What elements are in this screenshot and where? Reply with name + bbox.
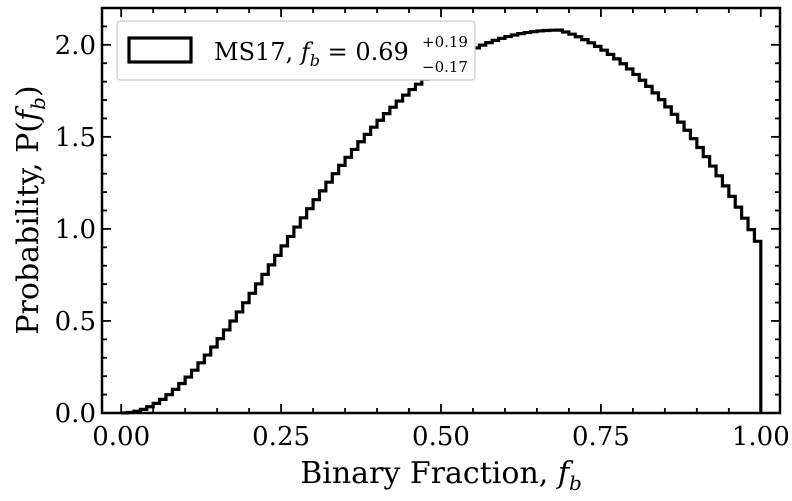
y-tick-label: 1.0 — [55, 215, 96, 245]
x-tick-label: 0.25 — [252, 422, 310, 452]
legend: MS17, fb = 0.69 +0.19 −0.17 — [116, 20, 476, 81]
legend-upper-error: +0.19 — [422, 33, 468, 51]
x-tick-label: 0.00 — [92, 422, 150, 452]
x-tick-label: 1.00 — [732, 422, 790, 452]
y-tick-label: 1.5 — [55, 123, 96, 153]
axis-ticks: 0.00 0.25 0.50 0.75 1.00 0.0 0.5 1.0 1.5 2.0 — [55, 8, 790, 452]
x-tick-label: 0.50 — [412, 422, 470, 452]
y-tick-label: 2.0 — [55, 31, 96, 61]
legend-label: MS17, fb = 0.69 — [214, 38, 409, 70]
x-axis-label: Binary Fraction, fb — [300, 456, 582, 495]
plot-frame — [100, 6, 782, 415]
y-axis-label: Probability, P(fb) — [11, 85, 50, 334]
y-tick-label: 0.5 — [55, 307, 96, 337]
legend-frame — [116, 20, 476, 81]
legend-lower-error: −0.17 — [422, 58, 468, 76]
x-tick-label: 0.75 — [572, 422, 630, 452]
y-tick-label: 0.0 — [55, 399, 96, 429]
legend-handle — [127, 36, 193, 64]
